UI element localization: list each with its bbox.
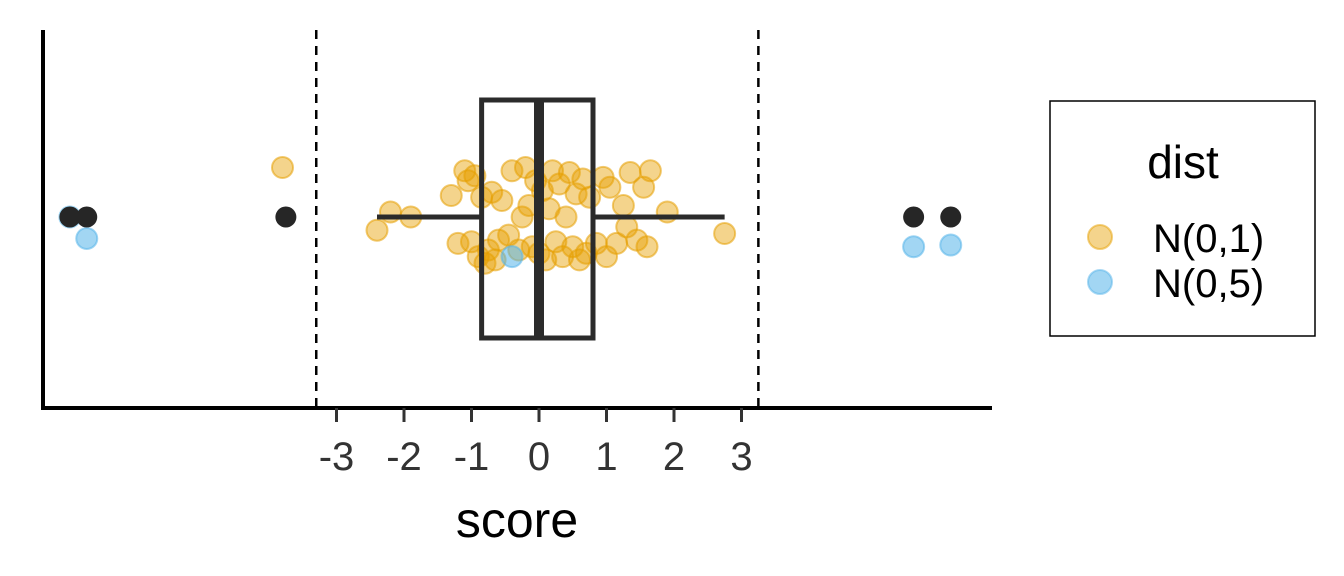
point-n01-43 — [578, 185, 602, 209]
point-n05-3 — [500, 245, 524, 269]
point-n05-2 — [75, 226, 99, 250]
legend-title: dist — [1147, 136, 1219, 188]
x-tick-label-4: 0 — [528, 435, 550, 479]
boxplot — [59, 97, 962, 341]
outlier-3 — [275, 206, 297, 228]
point-n01-40 — [568, 248, 591, 272]
point-n01-38 — [561, 235, 585, 259]
point-n01-1 — [271, 156, 294, 179]
point-n01-37 — [557, 160, 581, 184]
point-n05-5 — [939, 233, 963, 257]
legend-label-n01: N(0,1) — [1153, 217, 1264, 261]
outlier-1 — [59, 206, 81, 228]
outlier-2 — [76, 206, 98, 228]
point-n01-54 — [635, 235, 659, 259]
x-axis-title: score — [456, 492, 578, 548]
outlier-5 — [940, 206, 962, 228]
point-n01-19 — [490, 189, 514, 212]
legend: dist N(0,1) N(0,5) — [1049, 100, 1316, 337]
point-n01-55 — [638, 159, 662, 183]
x-tick-label-6: 2 — [663, 435, 685, 479]
legend-swatch-n05 — [1087, 269, 1113, 295]
point-n01-47 — [598, 175, 622, 199]
legend-label-n05: N(0,5) — [1153, 262, 1264, 306]
point-n01-23 — [510, 205, 534, 229]
point-n05-4 — [902, 235, 926, 259]
point-n01-5 — [713, 222, 737, 245]
x-tick-label-3: -1 — [454, 435, 490, 479]
point-n01-21 — [500, 159, 524, 183]
axes — [41, 30, 992, 410]
x-ticks: -3 -2 -1 0 1 2 3 — [319, 408, 753, 479]
legend-box — [1049, 100, 1316, 337]
point-n01-2 — [365, 218, 389, 242]
data-points — [58, 156, 963, 275]
outlier-4 — [903, 206, 925, 228]
legend-swatch-n01 — [1087, 224, 1113, 250]
x-tick-label-1: -3 — [319, 435, 355, 479]
x-tick-label-2: -2 — [386, 435, 422, 479]
point-n01-6 — [439, 184, 463, 208]
point-n01-49 — [611, 193, 635, 217]
x-tick-label-5: 1 — [595, 435, 617, 479]
x-tick-label-7: 3 — [730, 435, 752, 479]
point-n01-36 — [554, 205, 578, 229]
